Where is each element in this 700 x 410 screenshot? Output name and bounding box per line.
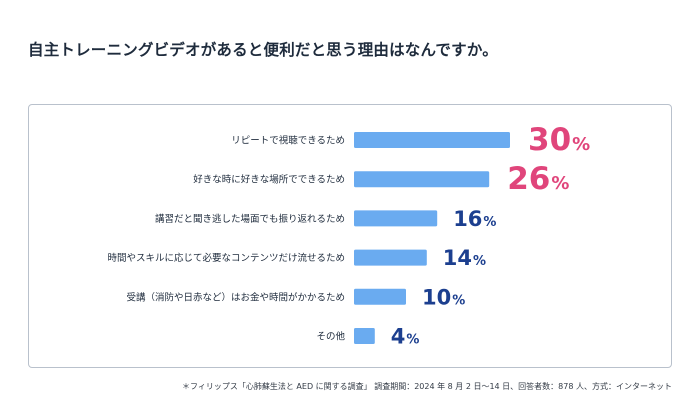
category-label: 講習だと聞き逃した場面でも振り返れるため xyxy=(155,213,345,225)
value-label: 10% xyxy=(422,285,465,309)
value-number: 16 xyxy=(453,207,482,231)
bar xyxy=(354,210,438,227)
page-title: 自主トレーニングビデオがあると便利だと思う理由はなんですか。 xyxy=(28,41,498,59)
bar xyxy=(354,171,490,188)
bar xyxy=(354,328,375,344)
chart-panel xyxy=(28,104,672,368)
bar xyxy=(354,249,427,266)
value-label: 4% xyxy=(391,325,420,349)
value-number: 14 xyxy=(443,246,472,270)
value-unit: % xyxy=(572,134,590,155)
bar xyxy=(354,288,406,305)
value-label: 26% xyxy=(507,161,569,197)
survey-footnote: ＊フィリップス「心肺蘇生法と AED に関する調査」 調査期間：2024 年 8… xyxy=(182,382,672,391)
value-label: 30% xyxy=(528,122,590,158)
category-label: 好きな時に好きな場所でできるため xyxy=(193,174,345,186)
bar xyxy=(354,132,510,148)
category-label: その他 xyxy=(316,331,345,343)
value-number: 10 xyxy=(422,285,451,309)
value-unit: % xyxy=(406,333,419,348)
value-label: 14% xyxy=(443,246,486,270)
value-number: 4 xyxy=(391,325,406,349)
value-number: 26 xyxy=(507,161,550,197)
value-unit: % xyxy=(452,293,465,308)
value-unit: % xyxy=(483,215,496,230)
category-label: 時間やスキルに応じて必要なコンテンツだけ流せるため xyxy=(107,252,345,264)
value-unit: % xyxy=(473,254,486,269)
category-label: 受講（消防や日赤など）はお金や時間がかかるため xyxy=(126,291,345,303)
value-number: 30 xyxy=(528,122,571,158)
category-label: リピートで視聴できるため xyxy=(231,135,345,147)
value-unit: % xyxy=(551,173,569,194)
value-label: 16% xyxy=(453,207,496,231)
